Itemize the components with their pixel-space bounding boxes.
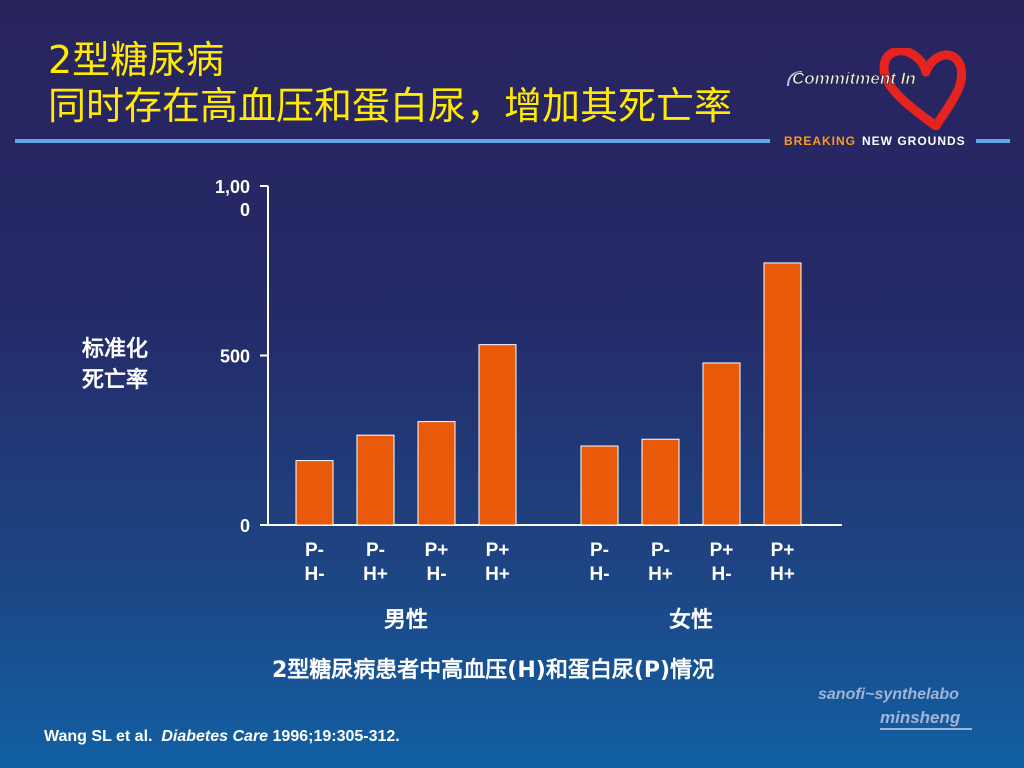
y-tick-label: 500: [220, 347, 250, 367]
bar: [417, 421, 456, 526]
tagline-new-grounds: NEW GROUNDS: [862, 134, 966, 148]
bar: [702, 362, 741, 526]
title-divider-left: [15, 139, 770, 143]
y-axis-label-line1: 标准化: [82, 337, 149, 362]
x-tick-label: H+: [648, 564, 673, 585]
group-label: 女性: [669, 607, 713, 633]
x-tick-label: P+: [710, 540, 734, 561]
company-subname: minsheng: [880, 708, 961, 727]
y-tick-label: 1,00: [215, 177, 250, 197]
bar: [580, 445, 619, 526]
x-tick-label: H+: [485, 564, 510, 585]
y-axis-label: 标准化 死亡率: [82, 334, 148, 396]
tagline-breaking: BREAKING: [784, 134, 857, 148]
chart-caption: 2型糖尿病患者中高血压(H)和蛋白尿(P)情况: [272, 658, 715, 683]
slide-title-line2: 同时存在高血压和蛋白尿，增加其死亡率: [48, 84, 733, 128]
commitment-heart-logo: Commitment In: [787, 48, 966, 130]
x-tick-label: P+: [771, 540, 795, 561]
group-label: 男性: [384, 608, 428, 633]
bar: [356, 434, 395, 526]
company-underline: [880, 728, 972, 730]
y-tick-label: 0: [240, 200, 250, 220]
citation-journal: Diabetes Care: [161, 728, 269, 745]
tagline: BREAKING NEW GROUNDS: [784, 134, 966, 148]
x-tick-label: P-: [305, 540, 324, 561]
x-tick-label: H-: [711, 564, 731, 585]
x-tick-label: P-: [651, 540, 670, 561]
bar: [641, 438, 680, 526]
citation-reference: 1996;19:305-312.: [272, 728, 400, 745]
title-divider-right: [976, 139, 1010, 143]
x-tick-label: H-: [426, 564, 446, 585]
bar: [295, 460, 334, 526]
x-tick-label: H+: [770, 564, 795, 585]
x-tick-label: H-: [304, 564, 324, 585]
y-axis-label-line2: 死亡率: [82, 368, 149, 393]
x-tick-label: H+: [363, 564, 388, 585]
citation-authors: Wang SL et al.: [44, 728, 153, 745]
x-tick-label: H-: [589, 564, 609, 585]
y-tick-label: 0: [240, 516, 250, 536]
bar: [763, 262, 802, 526]
x-tick-label: P-: [590, 540, 609, 561]
x-tick-label: P+: [425, 540, 449, 561]
logo-text: Commitment In: [792, 69, 916, 88]
bar: [478, 344, 517, 526]
citation: Wang SL et al. Diabetes Care 1996;19:305…: [44, 728, 400, 746]
slide-title-line1: 2型糖尿病: [48, 38, 225, 82]
company-name: sanofi~synthelabo: [818, 686, 959, 703]
x-tick-label: P-: [366, 540, 385, 561]
x-tick-label: P+: [486, 540, 510, 561]
